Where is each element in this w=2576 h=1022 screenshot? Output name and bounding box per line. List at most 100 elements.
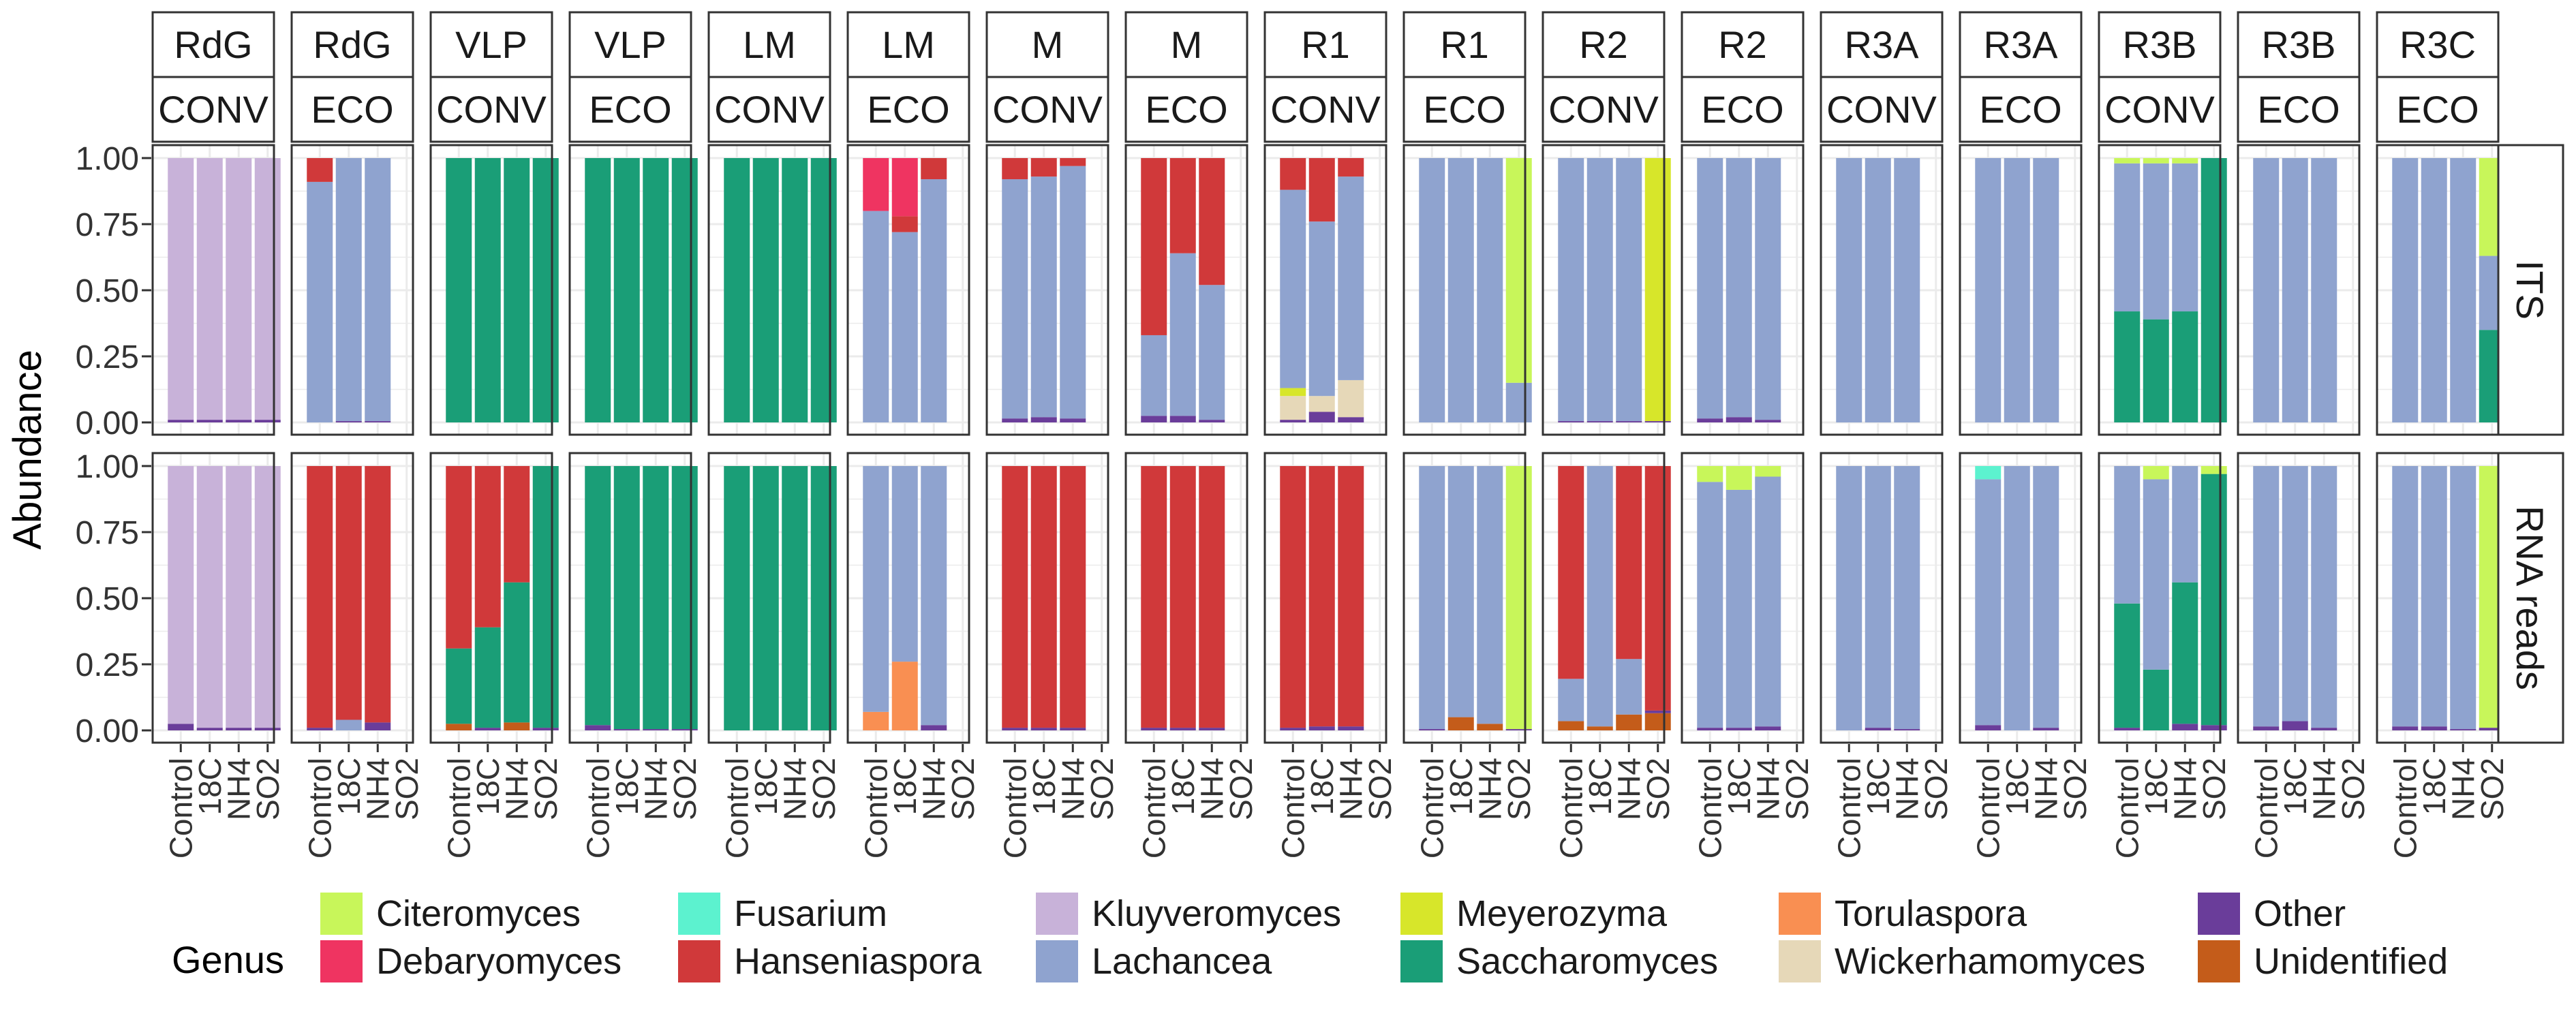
facet-strip-bottom-label: ECO	[2257, 88, 2340, 131]
facet-strip-top-label: R1	[1440, 23, 1489, 66]
facet-strip-top-label: VLP	[594, 23, 666, 66]
bar-segment-lachancea	[1477, 158, 1503, 422]
bar-segment-saccharomyces	[782, 158, 808, 422]
bar-segment-hanseniaspora	[1060, 466, 1086, 728]
panel-border	[2237, 144, 2361, 436]
x-tick-label: SO2	[1918, 758, 1954, 820]
panel-border	[2098, 452, 2222, 744]
y-tick-label: 0.75	[76, 207, 139, 243]
bar-segment-other	[1755, 726, 1781, 730]
bar-segment-other	[1199, 420, 1225, 422]
bar-segment-lachancea	[335, 158, 362, 422]
x-tick-label: 18C	[1582, 758, 1618, 815]
bar-segment-other	[365, 722, 391, 730]
bar-segment-lachancea	[1338, 176, 1364, 380]
bar-segment-lachancea	[365, 158, 391, 422]
bar-segment-lachancea	[2421, 466, 2447, 727]
bar-segment-meyerozyma	[1644, 158, 1671, 422]
legend-swatch	[1036, 940, 1078, 982]
bar-segment-lachancea	[1060, 166, 1086, 419]
bar-segment-hanseniaspora	[1002, 466, 1028, 728]
bar-segment-saccharomyces	[643, 158, 669, 422]
x-tick-label: Control	[2248, 758, 2284, 858]
bar-segment-saccharomyces	[810, 466, 837, 730]
bar-segment-other	[335, 421, 362, 422]
bar-segment-lachancea	[2311, 158, 2337, 422]
bar-segment-hanseniaspora	[1338, 466, 1364, 727]
bar-segment-lachancea	[863, 466, 889, 712]
facet-strip-bottom	[2237, 76, 2361, 143]
bar-segment-saccharomyces	[782, 466, 808, 730]
bar-segment-lachancea	[2033, 158, 2059, 422]
bar-segment-other	[307, 728, 333, 730]
x-tick-label: Control	[580, 758, 615, 858]
bar-segment-saccharomyces	[446, 158, 472, 422]
bar-segment-lachancea	[2114, 163, 2141, 312]
x-tick-label: Control	[441, 758, 476, 858]
x-tick-label: 18C	[1443, 758, 1479, 815]
bar-segment-saccharomyces	[613, 158, 640, 422]
facet-strip-bottom	[568, 76, 692, 143]
bar-segment-saccharomyces	[2143, 319, 2169, 422]
panel-border	[1542, 452, 1666, 744]
bar-segment-citeromyces	[1726, 466, 1752, 490]
panel-border	[290, 452, 414, 744]
bar-segment-lachancea	[1419, 466, 1445, 730]
bar-segment-hanseniaspora	[1199, 466, 1225, 728]
panel-border	[707, 452, 831, 744]
facet-strip-top	[568, 11, 692, 78]
x-tick-label: 18C	[609, 758, 645, 815]
bar-segment-saccharomyces	[532, 158, 559, 422]
legend-swatch	[1036, 893, 1078, 935]
facet-strip-top	[1959, 11, 2083, 78]
x-tick-label: SO2	[1779, 758, 1815, 820]
bar-segment-other	[1726, 728, 1752, 730]
panel-border	[1681, 452, 1805, 744]
bar-segment-other	[1755, 420, 1781, 422]
facet-strip-top-label: R2	[1579, 23, 1628, 66]
x-tick-label: NH4	[1055, 758, 1090, 820]
x-tick-label: 18C	[470, 758, 506, 815]
bar-segment-hanseniaspora	[921, 158, 947, 180]
bar-segment-other	[2450, 729, 2477, 730]
bar-segment-saccharomyces	[671, 158, 698, 422]
facet-strip-top	[846, 11, 970, 78]
bar-segment-lachancea	[2033, 466, 2059, 728]
x-tick-label: Control	[1414, 758, 1450, 858]
row-strip-label: ITS	[2509, 260, 2551, 320]
facet-strip-top-label: LM	[743, 23, 796, 66]
facet-strip-top-label: R3B	[2123, 23, 2197, 66]
bar-segment-lachancea	[1280, 189, 1306, 388]
bar-segment-hanseniaspora	[504, 466, 530, 583]
x-tick-label: SO2	[528, 758, 564, 820]
panel-border	[1124, 144, 1248, 436]
panel-border	[2237, 452, 2361, 744]
facet-strip-bottom-label: CONV	[992, 88, 1103, 131]
legend-swatch	[678, 893, 720, 935]
x-tick-label: Control	[1692, 758, 1728, 858]
panel-border	[568, 144, 692, 436]
bar-segment-hanseniaspora	[1030, 466, 1057, 728]
x-tick-label: Control	[302, 758, 337, 858]
bar-segment-lachancea	[1616, 158, 1642, 422]
bar-segment-saccharomyces	[446, 648, 472, 724]
bar-segment-other	[671, 729, 698, 730]
bar-segment-other	[2311, 728, 2337, 730]
panel-border	[707, 144, 831, 436]
facet-strip-bottom	[151, 76, 275, 143]
bar-segment-other	[1616, 421, 1642, 422]
bar-segment-lachancea	[1975, 158, 2002, 422]
facet-strip-top-label: R3B	[2262, 23, 2336, 66]
facet-strip-bottom	[1402, 76, 1527, 143]
bar-segment-saccharomyces	[2114, 311, 2141, 422]
facet-strip-top-label: R3A	[1984, 23, 2059, 66]
bar-segment-lachancea	[1419, 158, 1445, 422]
bar-segment-lachancea	[1141, 335, 1167, 416]
